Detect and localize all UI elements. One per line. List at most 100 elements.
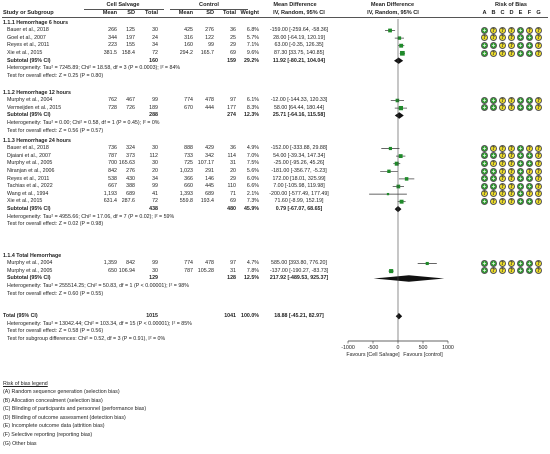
cell-mean1: 1,193 <box>103 190 117 197</box>
cell-total2: 31 <box>230 267 236 274</box>
cell-sd2: 689 <box>205 190 214 197</box>
heterogeneity-note: Heterogeneity: Tau² = 0.00; Chi² = 0.58,… <box>7 119 160 126</box>
cell-sd2: 165.7 <box>200 49 214 56</box>
subgroup-title: 1.1.1 Hemorrhage 6 hours <box>3 19 69 26</box>
rob-dot: + <box>517 96 524 104</box>
rob-dot: ? <box>508 259 515 267</box>
cell-total1: 20 <box>152 167 158 174</box>
cell-weight: 7.0% <box>246 152 259 159</box>
rob-dot: + <box>481 175 488 183</box>
cell-total2: 71 <box>230 190 236 197</box>
group1-header: Cell Salvage <box>106 2 140 8</box>
study-name: Xie et al., 2015 <box>7 49 43 56</box>
rob-dot: ? <box>535 167 542 175</box>
rob-dot: + <box>526 175 533 183</box>
rob-dot: + <box>481 144 488 152</box>
rob-letter: G <box>536 10 541 16</box>
subtotal-ci: 217.92 [-489.53, 925.37] <box>269 275 329 282</box>
rob-dot: + <box>490 175 497 183</box>
study-name: Murphy et al., 2005 <box>7 267 53 274</box>
legend-item: (E) Incomplete outcome data (attrition b… <box>3 423 105 430</box>
rob-dot: + <box>481 26 488 34</box>
rob-header: Risk of Bias <box>494 2 528 8</box>
subtotal-weight: 12.3% <box>243 112 259 119</box>
md-header: Mean Difference <box>273 2 317 8</box>
md-method-header: IV, Random, 95% CI <box>273 10 325 16</box>
cell-total1: 99 <box>152 183 158 190</box>
cell-mean1: 266 <box>108 27 117 34</box>
md-plot-method-header: IV, Random, 95% CI <box>367 10 419 16</box>
cell-mean1: 631.4 <box>103 198 117 205</box>
rob-dot: + <box>481 49 488 57</box>
rob-letter: A <box>482 10 487 16</box>
cell-ci: 58.00 [64.44, 180.44] <box>273 104 325 111</box>
rob-dot: + <box>517 167 524 175</box>
rob-dot: ? <box>535 259 542 267</box>
cell-weight: 2.1% <box>246 190 259 197</box>
cell-sd2: 429 <box>205 145 214 152</box>
rob-dot: ? <box>499 26 506 34</box>
rob-dot: + <box>517 175 524 183</box>
rob-dot: + <box>481 167 488 175</box>
cell-sd1: 689 <box>126 190 135 197</box>
cell-ci: 7.00 [-105.98, 119.98] <box>273 183 325 190</box>
rob-dot: ? <box>535 175 542 183</box>
rob-dot: ? <box>508 26 515 34</box>
effect-square <box>404 177 409 181</box>
total-note: Test for subgroup differences: Chi² = 0.… <box>7 335 166 342</box>
favours-right-label: Favours [control] <box>403 352 443 358</box>
cell-sd2: 478 <box>205 260 214 267</box>
cell-mean1: 762 <box>108 97 117 104</box>
subtotal-ci: 0.79 [-67.07, 68.65] <box>275 205 323 212</box>
cell-mean2: 559.8 <box>179 198 193 205</box>
rob-dot: ? <box>535 34 542 42</box>
rob-dot: ? <box>499 160 506 167</box>
cell-total1: 189 <box>149 104 158 111</box>
subtotal-ci: 11.92 [-80.21, 104.04] <box>272 57 326 64</box>
cell-mean1: 667 <box>108 183 117 190</box>
subtotal-total1: 160 <box>149 57 158 64</box>
study-name: Niranjan et al., 2006 <box>7 167 55 174</box>
cell-sd1: 197 <box>126 34 135 41</box>
cell-sd1: 430 <box>126 175 135 182</box>
effect-square <box>386 192 390 196</box>
cell-mean2: 670 <box>184 104 193 111</box>
cell-ci: -181.00 [-356.77, -5.23] <box>271 167 327 174</box>
subgroup-title: 1.1.4 Total Hemorrhage <box>3 252 62 259</box>
effect-square <box>398 154 403 159</box>
rob-dot: + <box>526 267 533 275</box>
cell-sd2: 342 <box>205 152 214 159</box>
cell-ci: 71.60 [-8.99, 152.19] <box>274 198 324 205</box>
study-name: Vermeijden et al., 2015 <box>7 104 62 111</box>
rob-dot: ? <box>490 190 497 198</box>
cell-total2: 25 <box>230 34 236 41</box>
subgroup-title: 1.1.3 Hemorrhage 24 hours <box>3 137 72 144</box>
cell-total1: 99 <box>152 260 158 267</box>
rob-dot: ? <box>508 167 515 175</box>
cell-total1: 34 <box>152 175 158 182</box>
cell-total2: 36 <box>230 145 236 152</box>
cell-mean2: 660 <box>184 183 193 190</box>
rob-dot: + <box>481 96 488 104</box>
rob-dot: + <box>490 152 497 160</box>
rob-dot: + <box>517 49 524 57</box>
cell-mean1: 650 <box>108 267 117 274</box>
rob-dot: ? <box>499 182 506 190</box>
rob-dot: + <box>526 49 533 57</box>
subtotal-total1: 129 <box>149 275 158 282</box>
rob-dot: + <box>517 267 524 275</box>
subtotal-label: Subtotal (95% CI) <box>7 112 51 119</box>
rob-dot: ? <box>508 190 515 198</box>
cell-total2: 97 <box>230 260 236 267</box>
cell-total1: 34 <box>152 42 158 49</box>
rob-dot: ? <box>526 167 533 175</box>
rob-dot: ? <box>499 42 506 49</box>
rob-dot: ? <box>535 160 542 167</box>
group1-underline <box>84 9 164 10</box>
cell-mean2: 888 <box>184 145 193 152</box>
cell-mean1: 381.5 <box>103 49 117 56</box>
rob-dot: ? <box>499 152 506 160</box>
cell-total2: 177 <box>227 104 236 111</box>
cell-total1: 30 <box>152 27 158 34</box>
rob-dot: ? <box>481 34 488 42</box>
